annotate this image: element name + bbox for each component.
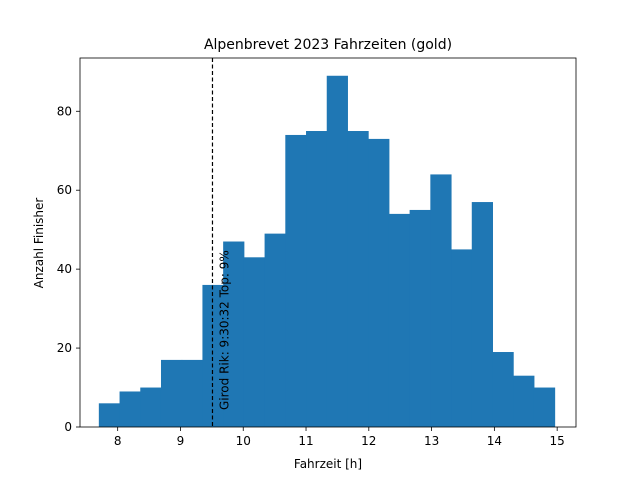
x-tick-label-15: 15 bbox=[550, 434, 565, 448]
histogram-bar-19 bbox=[492, 352, 513, 427]
chart-title: Alpenbrevet 2023 Fahrzeiten (gold) bbox=[204, 37, 452, 53]
x-tick-label-12: 12 bbox=[361, 434, 376, 448]
histogram-bar-15 bbox=[410, 210, 431, 427]
x-tick-label-11: 11 bbox=[298, 434, 313, 448]
y-tick-label-80: 80 bbox=[57, 104, 72, 118]
marker-label: Girod Rik: 9:30:32 Top: 9% bbox=[217, 250, 231, 410]
x-tick-label-10: 10 bbox=[236, 434, 251, 448]
y-tick-label-20: 20 bbox=[57, 341, 72, 355]
y-tick-label-0: 0 bbox=[64, 420, 72, 434]
histogram-bar-9 bbox=[285, 135, 306, 427]
y-axis-label: Anzahl Finisher bbox=[32, 198, 46, 289]
histogram-bar-14 bbox=[389, 214, 410, 427]
histogram-bar-11 bbox=[327, 76, 348, 427]
histogram-bar-13 bbox=[368, 139, 389, 427]
x-axis-label: Fahrzeit [h] bbox=[294, 457, 362, 471]
histogram-bar-8 bbox=[265, 234, 286, 427]
histogram-bar-0 bbox=[99, 403, 120, 427]
x-tick-label-8: 8 bbox=[114, 434, 122, 448]
histogram-bar-16 bbox=[430, 174, 451, 427]
histogram-bar-2 bbox=[140, 388, 161, 427]
histogram-bar-20 bbox=[513, 376, 534, 427]
histogram-bar-4 bbox=[182, 360, 203, 427]
x-tick-label-9: 9 bbox=[177, 434, 185, 448]
histogram-bar-10 bbox=[306, 131, 327, 427]
histogram-bar-18 bbox=[472, 202, 493, 427]
y-tick-label-40: 40 bbox=[57, 262, 72, 276]
histogram-bar-17 bbox=[451, 249, 472, 427]
x-tick-label-13: 13 bbox=[424, 434, 439, 448]
x-tick-label-14: 14 bbox=[487, 434, 502, 448]
histogram-bar-1 bbox=[120, 391, 141, 427]
histogram-bar-7 bbox=[244, 257, 265, 427]
histogram-bar-12 bbox=[347, 131, 368, 427]
y-tick-label-60: 60 bbox=[57, 183, 72, 197]
histogram-bar-3 bbox=[161, 360, 182, 427]
histogram-bar-21 bbox=[534, 388, 555, 427]
